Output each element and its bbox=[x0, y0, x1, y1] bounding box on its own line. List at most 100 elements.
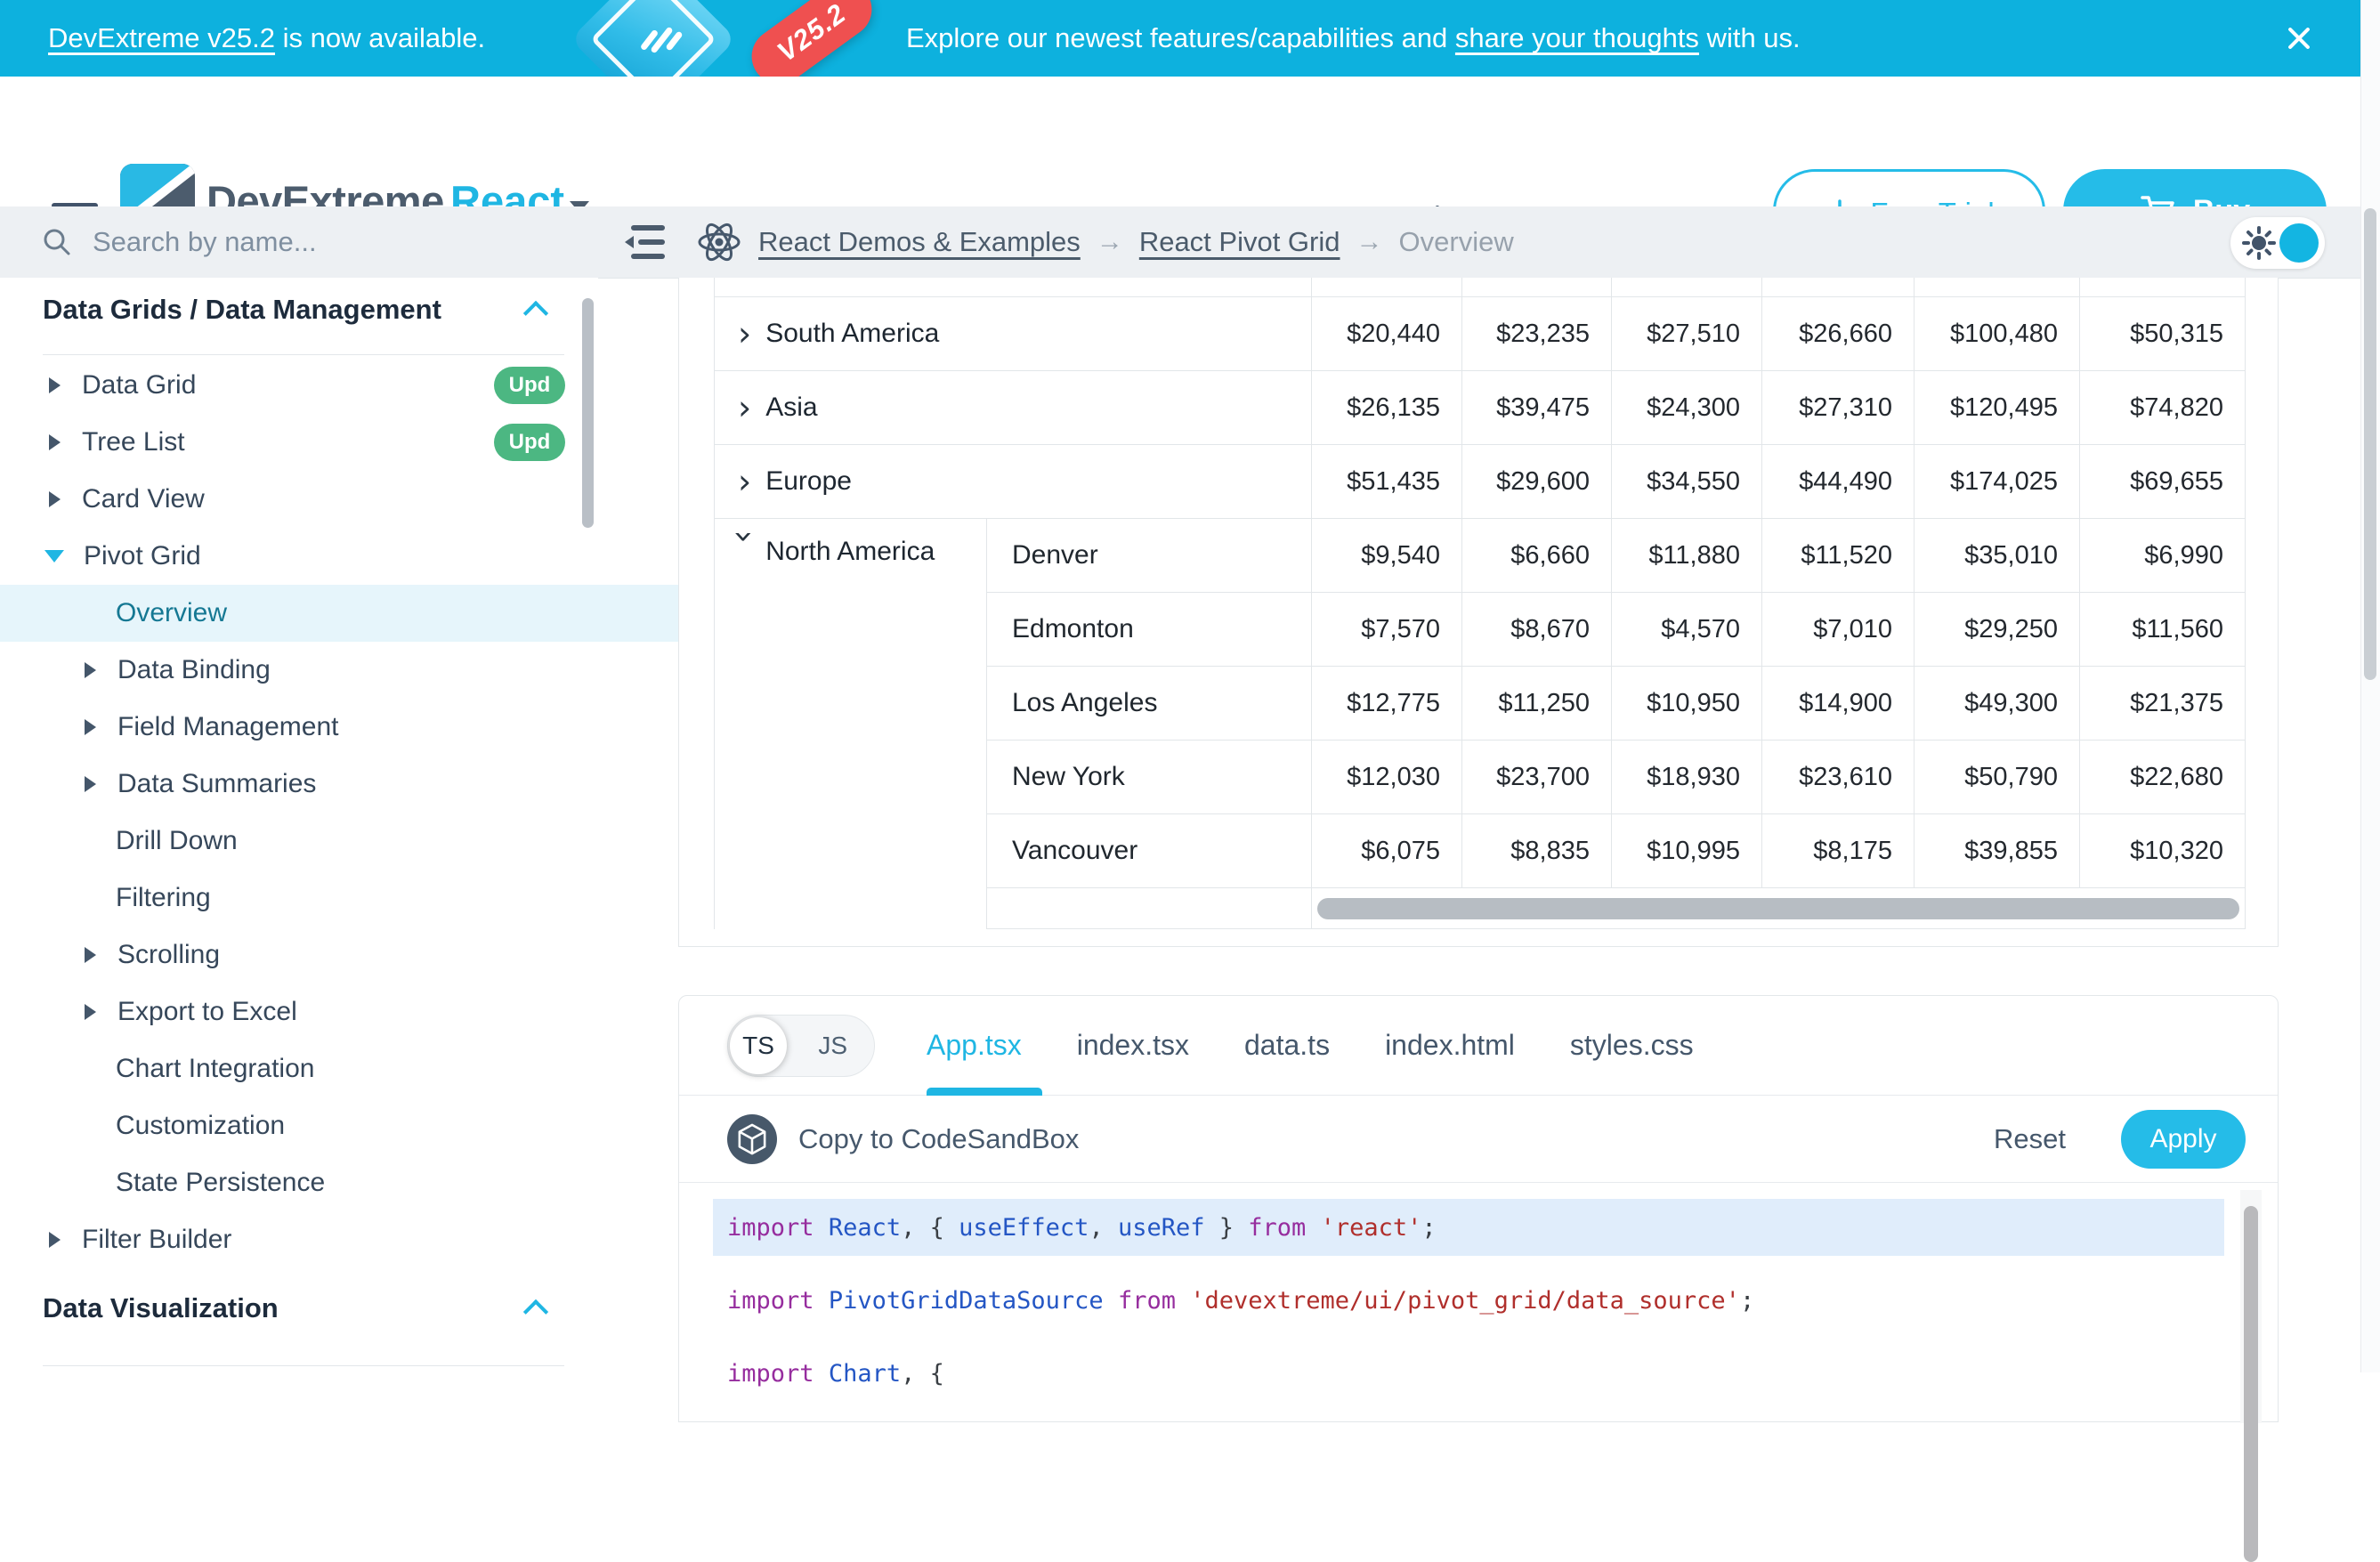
pivot-value[interactable]: $12,775 bbox=[1312, 667, 1462, 741]
pivot-value[interactable]: $18,930 bbox=[1612, 741, 1762, 814]
pivot-value[interactable]: $24,300 bbox=[1612, 371, 1762, 445]
pivot-value[interactable]: $51,435 bbox=[1312, 445, 1462, 519]
pivot-value[interactable]: $22,680 bbox=[2080, 741, 2246, 814]
breadcrumb-pivot-grid-link[interactable]: React Pivot Grid bbox=[1138, 226, 1340, 257]
banner-version-link[interactable]: DevExtreme v25.2 bbox=[48, 22, 275, 53]
sidebar-item-state-persistence[interactable]: State Persistence bbox=[116, 1168, 326, 1197]
close-icon[interactable] bbox=[2284, 23, 2314, 53]
pivot-value[interactable]: $35,010 bbox=[1915, 519, 2080, 593]
language-toggle[interactable]: TS JS bbox=[727, 1014, 875, 1077]
sidebar-item-data-grid[interactable]: Data Grid Upd bbox=[0, 357, 647, 414]
pivot-value[interactable]: $8,670 bbox=[1462, 593, 1612, 667]
pivot-value[interactable]: $9,540 bbox=[1312, 519, 1462, 593]
pivot-value[interactable]: $120,495 bbox=[1915, 371, 2080, 445]
pivot-city-los-angeles[interactable]: Los Angeles bbox=[987, 667, 1312, 741]
tab-app-tsx[interactable]: App.tsx bbox=[927, 1029, 1022, 1061]
breadcrumb-demos-link[interactable]: React Demos & Examples bbox=[758, 226, 1081, 257]
pivot-value[interactable]: $27,310 bbox=[1762, 371, 1915, 445]
pivot-value[interactable]: $21,375 bbox=[2080, 667, 2246, 741]
pivot-row-south-america[interactable]: › South America bbox=[715, 297, 1312, 371]
pivot-value[interactable]: $8,835 bbox=[1462, 814, 1612, 888]
pivot-value[interactable]: $11,520 bbox=[1762, 519, 1915, 593]
pivot-city-denver[interactable]: Denver bbox=[987, 519, 1312, 593]
pivot-value[interactable]: $6,660 bbox=[1462, 519, 1612, 593]
language-js-option[interactable]: JS bbox=[818, 1031, 847, 1059]
pivot-value[interactable]: $12,030 bbox=[1312, 741, 1462, 814]
sidebar-item-chart-integration[interactable]: Chart Integration bbox=[116, 1054, 315, 1083]
sidebar-item-export-to-excel[interactable]: Export to Excel bbox=[0, 983, 683, 1040]
pivot-value[interactable]: $6,075 bbox=[1312, 814, 1462, 888]
pivot-value[interactable]: $39,475 bbox=[1462, 371, 1612, 445]
pivot-value[interactable]: $23,610 bbox=[1762, 741, 1915, 814]
sidebar-item-pivot-grid[interactable]: Pivot Grid bbox=[0, 528, 643, 585]
pivot-value[interactable]: $69,655 bbox=[2080, 445, 2246, 519]
sidebar-item-field-management[interactable]: Field Management bbox=[0, 699, 683, 756]
code-scrollbar[interactable] bbox=[2244, 1206, 2258, 1562]
sidebar-item-card-view[interactable]: Card View bbox=[0, 471, 647, 528]
pivot-value[interactable]: $6,990 bbox=[2080, 519, 2246, 593]
pivot-value[interactable]: $27,510 bbox=[1612, 297, 1762, 371]
theme-toggle[interactable] bbox=[2230, 217, 2325, 269]
sidebar-item-customization[interactable]: Customization bbox=[116, 1111, 286, 1140]
pivot-value[interactable]: $100,480 bbox=[1915, 297, 2080, 371]
pivot-value[interactable]: $10,995 bbox=[1612, 814, 1762, 888]
pivot-row-asia[interactable]: › Asia bbox=[715, 371, 1312, 445]
code-editor[interactable]: import React, { useEffect, useRef } from… bbox=[679, 1183, 2278, 1423]
copy-to-codesandbox-button[interactable]: Copy to CodeSandBox bbox=[798, 1122, 1080, 1154]
apply-button[interactable]: Apply bbox=[2121, 1109, 2246, 1169]
pivot-value[interactable]: $11,250 bbox=[1462, 667, 1612, 741]
pivot-row-europe[interactable]: › Europe bbox=[715, 445, 1312, 519]
pivot-value[interactable]: $29,250 bbox=[1915, 593, 2080, 667]
pivot-value[interactable]: $44,490 bbox=[1762, 445, 1915, 519]
sidebar-item-data-summaries[interactable]: Data Summaries bbox=[0, 756, 683, 813]
pivot-value[interactable]: $23,700 bbox=[1462, 741, 1612, 814]
pivot-value[interactable]: $4,570 bbox=[1612, 593, 1762, 667]
pivot-value[interactable]: $11,880 bbox=[1612, 519, 1762, 593]
tab-index-html[interactable]: index.html bbox=[1385, 1029, 1515, 1061]
pivot-value[interactable]: $29,600 bbox=[1462, 445, 1612, 519]
pivot-value[interactable]: $7,570 bbox=[1312, 593, 1462, 667]
sidebar-item-tree-list[interactable]: Tree List Upd bbox=[0, 414, 647, 471]
horizontal-scrollbar[interactable] bbox=[1317, 897, 2239, 919]
pivot-value[interactable]: $74,820 bbox=[2080, 371, 2246, 445]
pivot-value[interactable]: $174,025 bbox=[1915, 445, 2080, 519]
pivot-value[interactable]: $23,235 bbox=[1462, 297, 1612, 371]
pivot-city-edmonton[interactable]: Edmonton bbox=[987, 593, 1312, 667]
pivot-value[interactable]: $50,790 bbox=[1915, 741, 2080, 814]
codesandbox-icon[interactable] bbox=[727, 1113, 777, 1164]
sidebar-item-overview[interactable]: Overview bbox=[0, 585, 714, 642]
pivot-value[interactable]: $34,550 bbox=[1612, 445, 1762, 519]
pivot-value[interactable]: $26,135 bbox=[1312, 371, 1462, 445]
sidebar-item-scrolling[interactable]: Scrolling bbox=[0, 927, 683, 983]
pivot-city-vancouver[interactable]: Vancouver bbox=[987, 814, 1312, 888]
sidebar-item-filtering[interactable]: Filtering bbox=[116, 883, 211, 912]
pivot-value[interactable]: $50,315 bbox=[2080, 297, 2246, 371]
sidebar-search bbox=[0, 206, 583, 278]
pivot-row-north-america[interactable]: › North America bbox=[715, 519, 987, 929]
pivot-value[interactable]: $26,660 bbox=[1762, 297, 1915, 371]
share-thoughts-link[interactable]: share your thoughts bbox=[1454, 22, 1699, 53]
pivot-value[interactable]: $10,950 bbox=[1612, 667, 1762, 741]
pivot-value[interactable]: $14,900 bbox=[1762, 667, 1915, 741]
tab-data-ts[interactable]: data.ts bbox=[1244, 1029, 1331, 1061]
tab-index-tsx[interactable]: index.tsx bbox=[1076, 1029, 1189, 1061]
reset-button[interactable]: Reset bbox=[1994, 1122, 2066, 1154]
pivot-city-new-york[interactable]: New York bbox=[987, 741, 1312, 814]
sidebar-section-data-grids[interactable]: Data Grids / Data Management bbox=[43, 294, 549, 327]
sidebar-section-data-visualization[interactable]: Data Visualization bbox=[43, 1292, 549, 1325]
collapse-sidebar-icon[interactable] bbox=[623, 223, 666, 262]
page-scrollbar[interactable] bbox=[2364, 208, 2376, 680]
pivot-value[interactable]: $39,855 bbox=[1915, 814, 2080, 888]
sidebar-item-data-binding[interactable]: Data Binding bbox=[0, 642, 683, 699]
pivot-value[interactable]: $8,175 bbox=[1762, 814, 1915, 888]
pivot-value[interactable]: $10,320 bbox=[2080, 814, 2246, 888]
sidebar-scrollbar[interactable] bbox=[582, 298, 594, 528]
pivot-value[interactable]: $7,010 bbox=[1762, 593, 1915, 667]
pivot-value[interactable]: $20,440 bbox=[1312, 297, 1462, 371]
search-input[interactable] bbox=[91, 225, 486, 259]
sidebar-item-drill-down[interactable]: Drill Down bbox=[116, 826, 238, 855]
sidebar-item-filter-builder[interactable]: Filter Builder bbox=[0, 1211, 647, 1268]
pivot-value[interactable]: $11,560 bbox=[2080, 593, 2246, 667]
pivot-value[interactable]: $49,300 bbox=[1915, 667, 2080, 741]
tab-styles-css[interactable]: styles.css bbox=[1569, 1029, 1694, 1061]
